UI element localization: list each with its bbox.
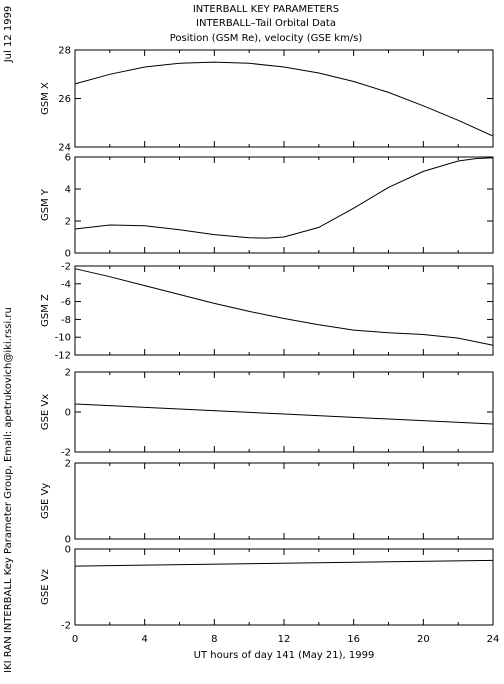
figure-subtitle: INTERBALL–Tail Orbital Data bbox=[196, 18, 336, 29]
panel-frame-gsm-z bbox=[74, 265, 494, 356]
y-tick-label: -6 bbox=[61, 297, 71, 308]
series-line-gsm-y bbox=[74, 157, 494, 239]
x-axis-label: UT hours of day 141 (May 21), 1999 bbox=[194, 650, 375, 661]
side-date-label: Jul 12 1999 bbox=[3, 6, 14, 64]
y-tick-label: 2 bbox=[65, 217, 71, 228]
figure-subtitle-units: Position (GSM Re), velocity (GSE km/s) bbox=[170, 33, 363, 44]
y-tick-label: -10 bbox=[55, 333, 71, 344]
y-tick-label: -8 bbox=[61, 315, 71, 326]
y-tick-label: 0 bbox=[65, 535, 71, 546]
x-tick-label: 24 bbox=[487, 634, 500, 645]
x-tick-label: 20 bbox=[417, 634, 430, 645]
y-tick-label: 2 bbox=[65, 459, 71, 470]
y-tick-label: 28 bbox=[58, 46, 71, 57]
y-axis-label-gsm-z: GSM Z bbox=[40, 294, 51, 327]
y-tick-label: 0 bbox=[65, 408, 71, 419]
y-tick-label: -2 bbox=[61, 448, 71, 459]
y-axis-label-gsm-y: GSM Y bbox=[40, 188, 51, 221]
y-tick-label: 4 bbox=[65, 185, 71, 196]
y-axis-label-gse-vy: GSE Vy bbox=[40, 483, 51, 519]
y-tick-label: 6 bbox=[65, 153, 71, 164]
y-tick-label: -4 bbox=[61, 279, 71, 290]
y-tick-label: -2 bbox=[61, 262, 71, 273]
y-tick-label: -12 bbox=[55, 351, 71, 362]
y-tick-label: -2 bbox=[61, 621, 71, 632]
y-axis-label-gse-vx: GSE Vx bbox=[40, 394, 51, 430]
y-tick-label: 0 bbox=[65, 249, 71, 260]
y-tick-label: 0 bbox=[65, 545, 71, 556]
x-tick-label: 8 bbox=[211, 634, 217, 645]
y-tick-label: 24 bbox=[58, 143, 71, 154]
panel-frame-gsm-x bbox=[74, 49, 494, 148]
series-line-gse-vz bbox=[74, 559, 494, 567]
x-tick-label: 16 bbox=[347, 634, 360, 645]
series-line-gsm-z bbox=[74, 268, 494, 346]
figure-title: INTERBALL KEY PARAMETERS bbox=[193, 4, 339, 15]
y-tick-label: 2 bbox=[65, 368, 71, 379]
x-tick-label: 0 bbox=[72, 634, 78, 645]
panel-frame-gse-vx bbox=[74, 371, 494, 453]
x-tick-label: 4 bbox=[141, 634, 147, 645]
panel-frame-gse-vy bbox=[74, 462, 494, 540]
series-line-gse-vx bbox=[74, 403, 494, 425]
y-tick-label: 26 bbox=[58, 94, 71, 105]
y-axis-label-gsm-x: GSM X bbox=[40, 82, 51, 115]
series-line-gsm-x bbox=[74, 61, 494, 137]
x-tick-label: 12 bbox=[278, 634, 291, 645]
panel-frame-gse-vz bbox=[74, 548, 494, 626]
y-axis-label-gse-vz: GSE Vz bbox=[40, 569, 51, 605]
panel-frame-gsm-y bbox=[74, 156, 494, 254]
side-credit-label: IKI RAN INTERBALL Key Parameter Group, E… bbox=[3, 307, 14, 673]
